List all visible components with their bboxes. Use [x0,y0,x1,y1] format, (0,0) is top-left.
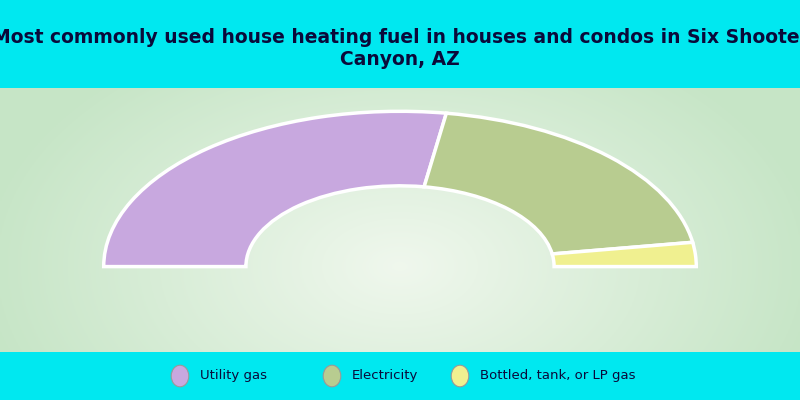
Wedge shape [424,113,693,254]
Text: Most commonly used house heating fuel in houses and condos in Six Shooter
Canyon: Most commonly used house heating fuel in… [0,28,800,69]
Ellipse shape [171,365,189,387]
Ellipse shape [451,365,469,387]
Text: Bottled, tank, or LP gas: Bottled, tank, or LP gas [480,370,635,382]
Text: Electricity: Electricity [352,370,418,382]
Wedge shape [104,111,446,266]
Ellipse shape [323,365,341,387]
Wedge shape [552,242,696,266]
Text: Utility gas: Utility gas [200,370,267,382]
